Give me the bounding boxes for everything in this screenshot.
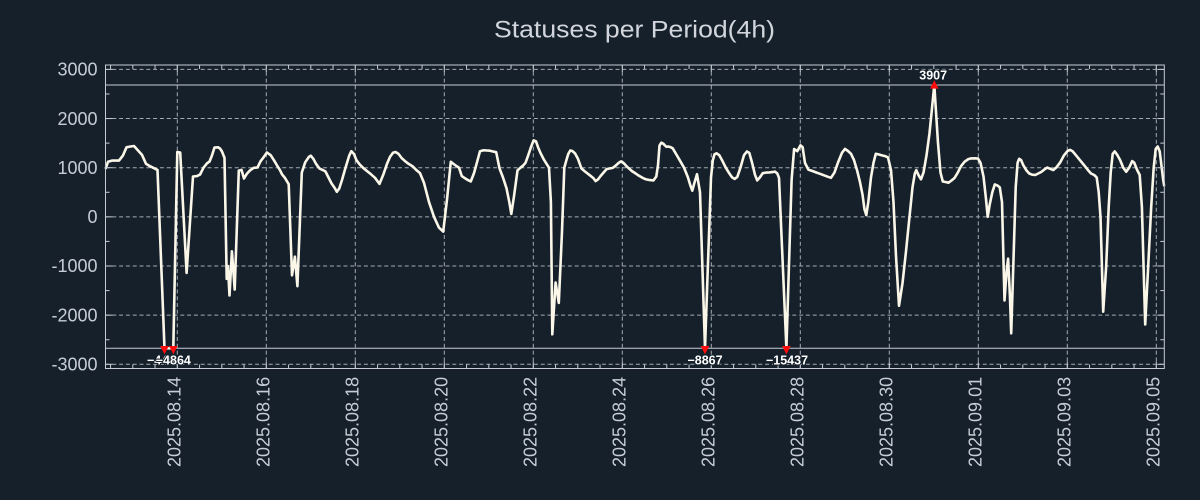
svg-text:2000: 2000 <box>57 109 97 129</box>
svg-text:2025.08.26: 2025.08.26 <box>698 377 718 467</box>
svg-text:-2000: -2000 <box>51 305 97 325</box>
svg-text:2025.08.16: 2025.08.16 <box>253 377 273 467</box>
svg-text:2025.08.24: 2025.08.24 <box>609 377 629 467</box>
svg-text:3000: 3000 <box>57 60 97 80</box>
svg-text:−4464: −4464 <box>147 354 182 368</box>
svg-text:-1000: -1000 <box>51 256 97 276</box>
svg-text:1000: 1000 <box>57 158 97 178</box>
svg-text:−4864: −4864 <box>156 354 191 368</box>
svg-text:2025.08.28: 2025.08.28 <box>787 377 807 467</box>
svg-text:2025.08.22: 2025.08.22 <box>520 377 540 467</box>
svg-text:2025.09.05: 2025.09.05 <box>1143 377 1163 467</box>
svg-text:-3000: -3000 <box>51 355 97 375</box>
svg-text:2025.08.18: 2025.08.18 <box>342 377 362 467</box>
svg-text:Statuses per Period(4h): Statuses per Period(4h) <box>494 16 775 43</box>
svg-text:2025.09.01: 2025.09.01 <box>965 377 985 467</box>
svg-text:3907: 3907 <box>919 69 947 83</box>
svg-text:0: 0 <box>87 207 97 227</box>
svg-text:2025.09.03: 2025.09.03 <box>1054 377 1074 467</box>
svg-text:2025.08.30: 2025.08.30 <box>876 377 896 467</box>
svg-text:−15437: −15437 <box>766 354 808 368</box>
svg-text:2025.08.20: 2025.08.20 <box>431 377 451 467</box>
svg-text:2025.08.14: 2025.08.14 <box>164 377 184 467</box>
svg-text:−8867: −8867 <box>687 354 722 368</box>
